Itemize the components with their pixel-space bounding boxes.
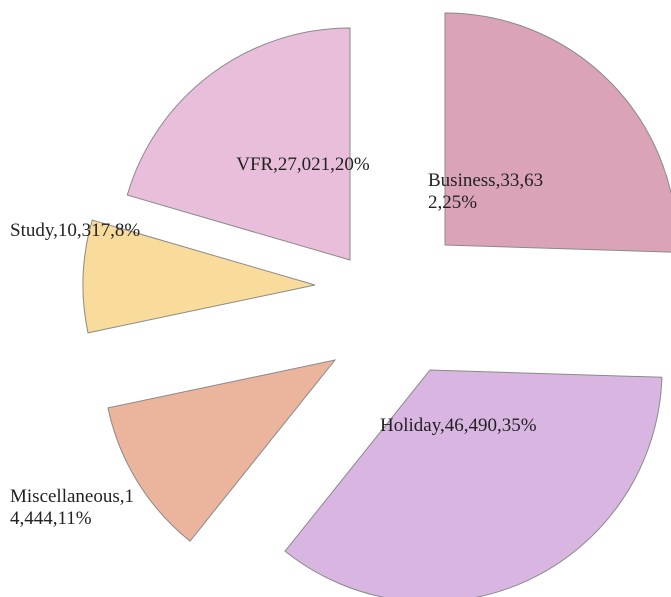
pie-slice <box>444 12 671 253</box>
slice-label: Holiday,46,490,35% <box>380 415 537 436</box>
slice-label: Business,33,632,25% <box>428 170 544 213</box>
pie-slice <box>82 219 316 334</box>
pie-slice <box>126 27 351 261</box>
slice-label: Miscellaneous,14,444,11% <box>10 486 135 529</box>
pie-slice <box>107 359 337 542</box>
slice-label: Study,10,317,8% <box>10 220 141 241</box>
slice-label: VFR,27,021,20% <box>236 154 370 175</box>
pie-slice <box>284 369 663 597</box>
